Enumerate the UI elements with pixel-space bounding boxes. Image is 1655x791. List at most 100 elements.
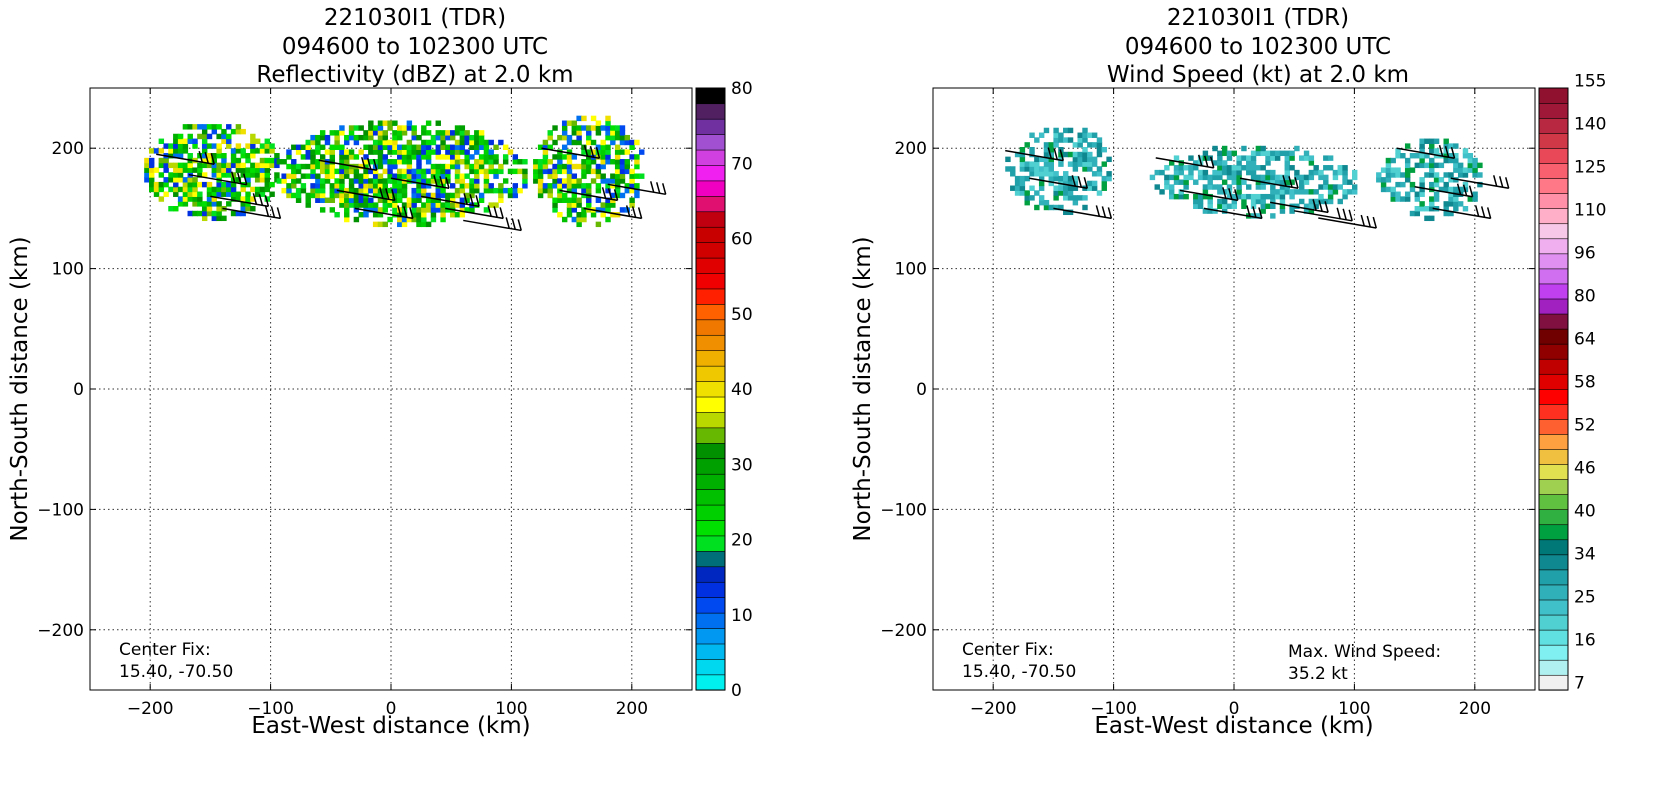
echo-cell [552,207,558,213]
echo-cell [1284,189,1290,195]
echo-cell [348,192,355,199]
echo-cell [542,159,549,165]
echo-cell [1303,203,1310,209]
colorbar-swatch [1538,388,1569,405]
echo-cell [1443,186,1449,193]
wind-barb-flag [475,195,480,207]
echo-cell [295,197,302,203]
echo-cell [547,144,553,151]
echo-cell [1265,160,1271,166]
echo-cell [1091,132,1098,138]
echo-cell [1063,151,1069,158]
echo-cell [581,173,587,179]
echo-cell [1260,208,1266,214]
echo-cell [488,163,494,170]
echo-cell [1414,153,1421,159]
echo-cell [348,154,355,160]
echo-cell [1043,161,1050,167]
echo-cell [610,178,616,184]
echo-cell [1212,160,1218,166]
echo-cell [230,128,237,135]
echo-cell [230,191,237,197]
echo-cell [406,139,413,146]
wind-barb-flag [198,151,203,163]
echo-cell [264,167,270,173]
echo-cell [254,167,261,173]
echo-cell [459,212,466,218]
echo-cell [339,144,345,151]
echo-cell [1303,208,1310,214]
echo-cell [259,148,266,154]
wind-barb [463,219,522,232]
echo-cell [226,162,232,169]
echo-cell [435,207,441,213]
wind-barb [607,183,666,196]
echo-cell [329,197,336,203]
echo-cell [1246,165,1252,171]
echo-cell [454,149,461,155]
echo-cell [1395,191,1401,197]
echo-cell [1274,193,1281,200]
echo-cell [235,162,242,169]
echo-cell [221,138,227,144]
wind-barb-flag [1077,176,1083,188]
colorbar-swatch [1538,403,1569,420]
echo-cell [206,201,213,207]
echo-cell [1063,190,1069,196]
echo-cell [449,202,456,208]
echo-cell [576,197,582,203]
echo-cell [1265,179,1271,185]
echo-cell [1409,186,1416,193]
echo-cell [339,149,345,155]
echo-cell [425,221,432,228]
wind-barb-flag [1498,176,1504,188]
echo-cell [310,149,316,155]
echo-cell [1453,201,1459,207]
echo-cell [372,168,379,175]
echo-cell [153,186,160,193]
echo-cell [557,192,563,199]
echo-cell [1342,169,1348,176]
echo-cell [464,197,470,203]
echo-cell [624,149,630,155]
echo-cell [1279,174,1286,181]
echo-cell [610,192,616,199]
echo-cell [469,178,475,184]
echo-cell [1448,153,1454,159]
echo-cell [469,168,475,175]
echo-cell [464,183,470,189]
wind-barb-flag [367,158,372,170]
echo-cell [401,212,408,218]
echo-cell [566,134,573,141]
echo-cell [619,159,626,165]
echo-cell [1390,157,1396,164]
echo-cell [1202,174,1209,181]
echo-cell [387,125,393,131]
echo-cell [1226,174,1233,181]
echo-cell [435,178,441,184]
echo-cell [1246,169,1252,176]
echo-cell [310,139,316,146]
echo-cell [377,173,384,179]
echo-cell [1443,210,1449,217]
echo-cell [1457,172,1464,178]
echo-cell [1429,196,1435,202]
echo-cell [1332,189,1339,195]
echo-cell [1048,156,1054,163]
echo-cell [339,130,345,136]
echo-cell [1284,155,1290,161]
echo-cell [397,154,403,160]
echo-cell [235,148,242,154]
colorbar-swatch [695,489,726,506]
echo-cell [216,191,222,197]
echo-cell [163,162,169,169]
echo-cell [1207,198,1213,205]
echo-cell [483,168,490,175]
echo-cell [1236,179,1242,185]
echo-cell [324,197,331,203]
echo-cell [478,130,485,136]
echo-cell [1217,189,1223,195]
echo-cell [1024,166,1030,172]
echo-cell [1217,198,1223,205]
echo-cell [411,168,417,175]
